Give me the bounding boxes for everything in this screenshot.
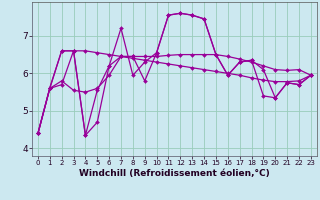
X-axis label: Windchill (Refroidissement éolien,°C): Windchill (Refroidissement éolien,°C)	[79, 169, 270, 178]
